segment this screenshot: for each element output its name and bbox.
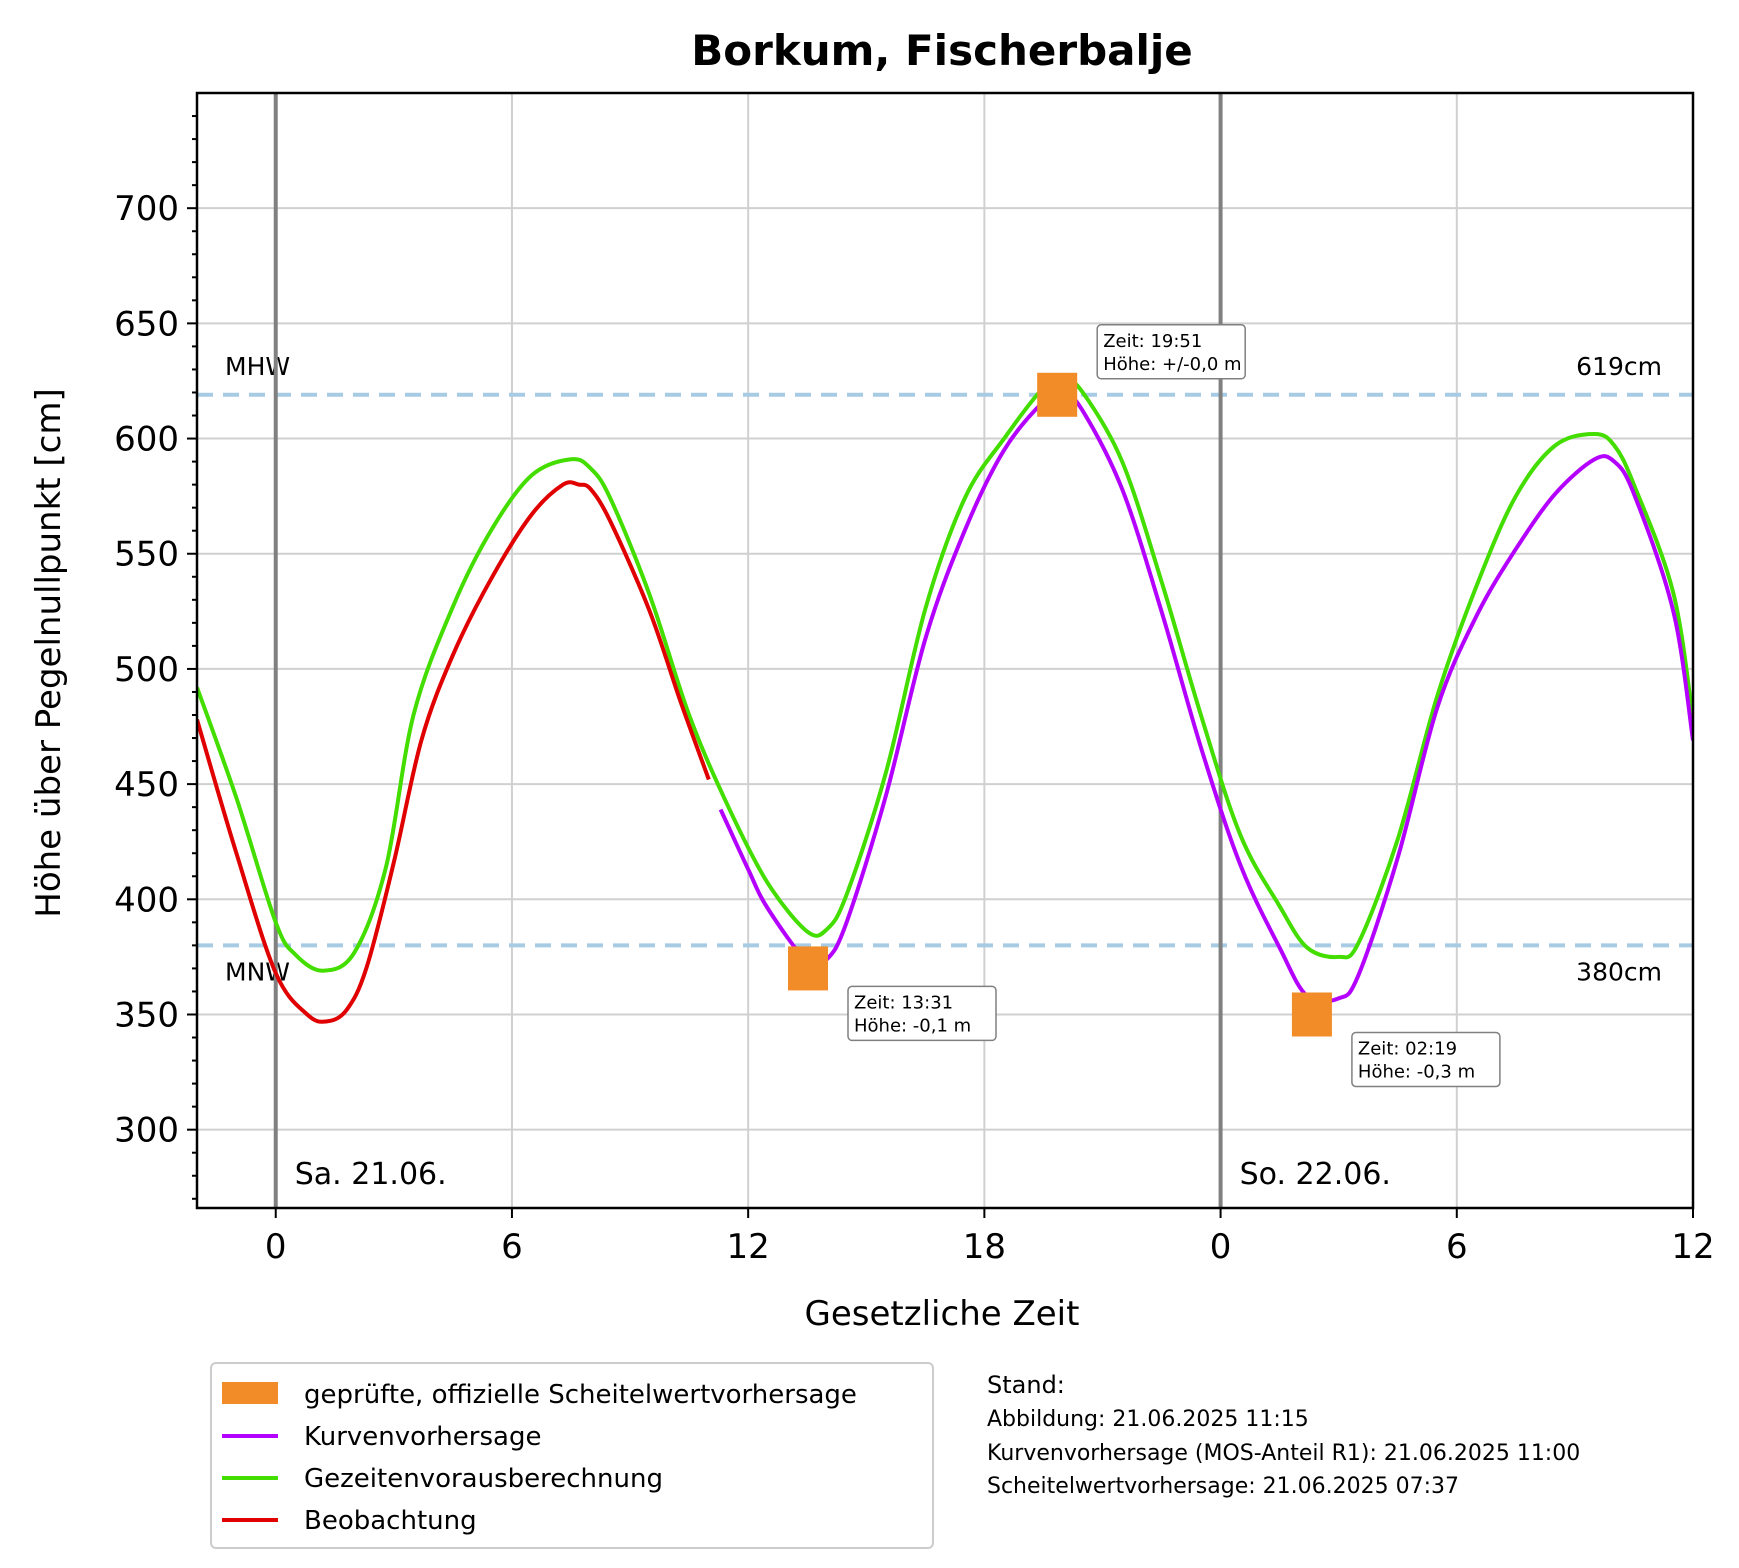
peak-annotation-time: Zeit: 02:19: [1358, 1038, 1457, 1059]
legend-swatch: [222, 1382, 278, 1404]
chart-title: Borkum, Fischerbalje: [691, 26, 1193, 75]
y-axis-label: Höhe über Pegelnullpunkt [cm]: [29, 388, 69, 917]
y-tick-label: 400: [114, 880, 179, 920]
peak-annotation-height: Höhe: -0,1 m: [854, 1015, 971, 1036]
y-tick-label: 550: [114, 535, 179, 575]
stand-line: Kurvenvorhersage (MOS-Anteil R1): 21.06.…: [987, 1441, 1580, 1466]
peak-marker: [1291, 992, 1332, 1037]
peak-marker: [1037, 372, 1078, 417]
y-tick-label: 350: [114, 995, 179, 1035]
legend-label: Kurvenvorhersage: [304, 1422, 541, 1452]
peak-annotation-box: [847, 985, 997, 1042]
x-tick-label: 6: [1446, 1227, 1468, 1267]
stand-line: Scheitelwertvorhersage: 21.06.2025 07:37: [987, 1474, 1459, 1499]
reference-value-mhw: 619cm: [1576, 352, 1662, 381]
peak-annotation-time: Zeit: 13:31: [854, 992, 953, 1013]
peak-annotation-box: [1351, 1031, 1501, 1088]
x-axis-label: Gesetzliche Zeit: [805, 1294, 1080, 1334]
legend-label: Gezeitenvorausberechnung: [304, 1464, 663, 1494]
y-tick-label: 650: [114, 304, 179, 344]
peak-marker: [787, 946, 828, 991]
peak-annotation-height: Höhe: +/-0,0 m: [1103, 354, 1241, 375]
x-tick-label: 0: [265, 1227, 287, 1267]
reference-label-mhw: MHW: [225, 352, 290, 381]
stand-line: Abbildung: 21.06.2025 11:15: [987, 1407, 1309, 1432]
series-line-kurvenvorhersage: [718, 389, 1693, 1004]
peak-annotation-box: [1096, 324, 1246, 380]
x-tick-label: 12: [727, 1227, 770, 1267]
stand-title: Stand:: [987, 1371, 1065, 1399]
series-line-beobachtung: [197, 480, 711, 1024]
series-line-gezeitenvorausberechnung: [197, 376, 1693, 973]
day-marker-label: So. 22.06.: [1240, 1157, 1391, 1192]
x-tick-label: 0: [1210, 1227, 1232, 1267]
y-tick-label: 450: [114, 765, 179, 805]
legend-label: geprüfte, offizielle Scheitelwertvorhers…: [304, 1380, 857, 1410]
peak-annotation-height: Höhe: -0,3 m: [1358, 1061, 1475, 1082]
axes-frame: [195, 91, 1695, 1210]
y-tick-label: 300: [114, 1111, 179, 1151]
stand-info: Stand: Abbildung: 21.06.2025 11:15 Kurve…: [987, 1371, 1580, 1499]
day-marker-label: Sa. 21.06.: [295, 1157, 447, 1192]
y-tick-label: 700: [114, 189, 179, 229]
legend-box: [210, 1362, 934, 1549]
reference-value-mnw: 380cm: [1576, 957, 1662, 986]
legend: geprüfte, offizielle Scheitelwertvorhers…: [210, 1362, 934, 1549]
x-tick-label: 18: [963, 1227, 1006, 1267]
peak-annotation-time: Zeit: 19:51: [1103, 331, 1202, 352]
x-tick-label: 12: [1671, 1227, 1714, 1267]
y-tick-label: 500: [114, 650, 179, 690]
y-tick-label: 600: [114, 420, 179, 460]
legend-label: Beobachtung: [304, 1506, 477, 1536]
x-tick-label: 6: [501, 1227, 523, 1267]
